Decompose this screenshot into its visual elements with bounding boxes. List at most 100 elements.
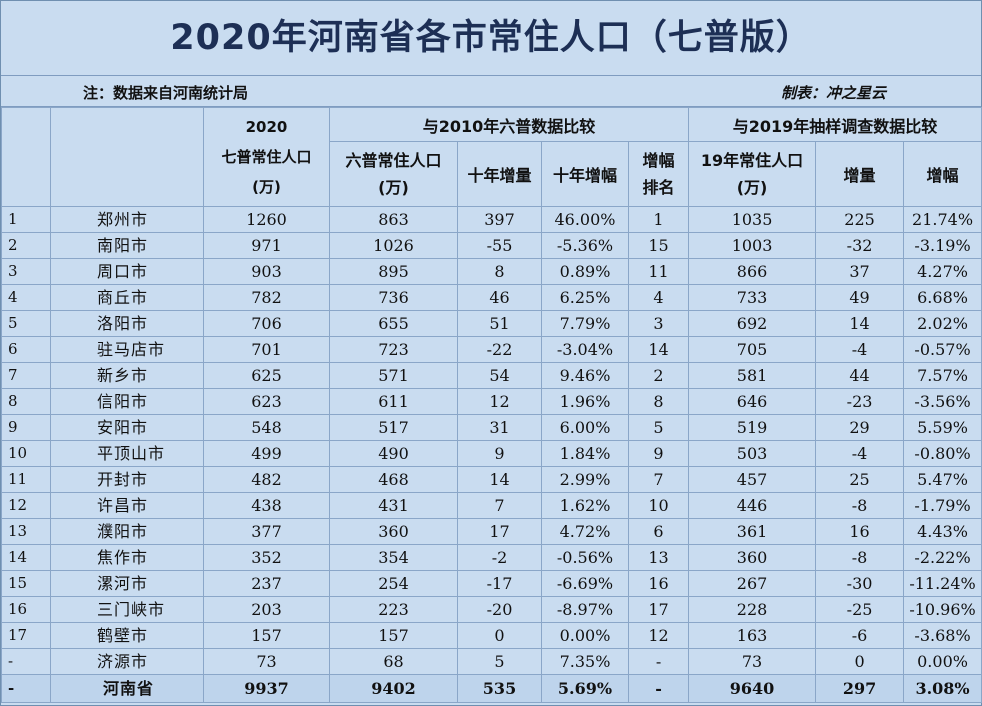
pop-2010-cell: 157 [329,622,458,649]
city-name-cell: 焦作市 [50,544,204,571]
decade-growth-cell: 9.46% [541,362,629,389]
header-increase-2019: 增量 [815,141,905,207]
city-name-cell: 濮阳市 [50,518,204,545]
pop-2010-cell: 468 [329,466,458,493]
pop-2020-cell: 73 [203,648,330,675]
growth-2019-cell: 2.02% [903,310,982,337]
header-pop2010: 六普常住人口 (万) [329,141,458,207]
city-name-cell: 平顶山市 [50,440,204,467]
table-row: 12 许昌市 438 431 7 1.62% 10 446 -8 -1.79% [1,492,982,519]
increase-2019-cell: -6 [815,622,905,649]
table-row: 1 郑州市 1260 863 397 46.00% 1 1035 225 21.74% [1,206,982,233]
decade-growth-cell: -8.97% [541,596,629,623]
pop-2010-cell: 723 [329,336,458,363]
pop-2019-cell: 866 [688,258,817,285]
growth-2019-cell: -0.80% [903,440,982,467]
table-row: 8 信阳市 623 611 12 1.96% 8 646 -23 -3.56% [1,388,982,415]
row-index-cell: 7 [1,362,51,389]
pop-2020-cell: 548 [203,414,330,441]
pop-2019-cell: 581 [688,362,817,389]
growth-2019-cell: 3.08% [903,674,982,703]
increase-2019-cell: -25 [815,596,905,623]
increase-2019-cell: -32 [815,232,905,259]
decade-increase-cell: -22 [457,336,542,363]
growth-rank-cell: 17 [627,596,690,623]
header-pop2019: 19年常住人口 (万) [688,141,817,207]
city-name-cell: 许昌市 [50,492,204,519]
header-pop2010-line1: 六普常住人口 [345,151,442,170]
growth-rank-cell: - [627,674,690,703]
table-row: 13 濮阳市 377 360 17 4.72% 6 361 16 4.43% [1,518,982,545]
header-decade-growth: 十年增幅 [541,141,629,207]
pop-2020-cell: 625 [203,362,330,389]
pop-2019-cell: 1003 [688,232,817,259]
header-rank-line2: 排名 [642,178,675,197]
increase-2019-cell: -8 [815,492,905,519]
growth-2019-cell: 7.57% [903,362,982,389]
city-name-cell: 驻马店市 [50,336,204,363]
decade-increase-cell: 51 [457,310,542,337]
pop-2010-cell: 431 [329,492,458,519]
total-row: - 河南省 9937 9402 535 5.69% -9640 297 3.08% [1,674,982,703]
decade-growth-cell: 46.00% [541,206,629,233]
pop-2020-cell: 782 [203,284,330,311]
decade-increase-cell: 7 [457,492,542,519]
row-index-cell: 17 [1,622,51,649]
table-row: 3 周口市 903 895 8 0.89% 11 866 37 4.27% [1,258,982,285]
decade-increase-cell: 12 [457,388,542,415]
pop-2010-cell: 863 [329,206,458,233]
row-index-cell: 5 [1,310,51,337]
pop-2010-cell: 490 [329,440,458,467]
row-index-cell: - [1,648,51,675]
table-row: 9 安阳市 548 517 31 6.00% 5 519 29 5.59% [1,414,982,441]
increase-2019-cell: 0 [815,648,905,675]
decade-growth-cell: 1.62% [541,492,629,519]
pop-2020-cell: 203 [203,596,330,623]
growth-2019-cell: 21.74% [903,206,982,233]
growth-rank-cell: 7 [627,466,690,493]
decade-growth-cell: -3.04% [541,336,629,363]
pop-2019-cell: 163 [688,622,817,649]
growth-2019-cell: -11.24% [903,570,982,597]
pop-2020-cell: 9937 [203,674,330,703]
pop-2019-cell: 519 [688,414,817,441]
header-pop2020-line2: 七普常住人口 [221,148,312,166]
growth-rank-cell: 12 [627,622,690,649]
pop-2019-cell: 646 [688,388,817,415]
growth-rank-cell: 13 [627,544,690,571]
decade-growth-cell: 0.00% [541,622,629,649]
table-row: 5 洛阳市 706 655 51 7.79% 3 692 14 2.02% [1,310,982,337]
city-name-cell: 信阳市 [50,388,204,415]
growth-2019-cell: 5.47% [903,466,982,493]
table-row: 6 驻马店市 701 723 -22 -3.04% 14 705 -4 -0.57% [1,336,982,363]
decade-growth-cell: 7.35% [541,648,629,675]
pop-2020-cell: 623 [203,388,330,415]
decade-increase-cell: -17 [457,570,542,597]
increase-2019-cell: 297 [815,674,905,703]
pop-2020-cell: 237 [203,570,330,597]
decade-increase-cell: 9 [457,440,542,467]
pop-2019-cell: 361 [688,518,817,545]
increase-2019-cell: 14 [815,310,905,337]
increase-2019-cell: -23 [815,388,905,415]
pop-2010-cell: 655 [329,310,458,337]
pop-2019-cell: 360 [688,544,817,571]
header-decade-increase: 十年增量 [457,141,542,207]
increase-2019-cell: 44 [815,362,905,389]
header-pop2020: 2020 七普常住人口 (万) [203,107,330,207]
table-row: 7 新乡市 625 571 54 9.46% 2 581 44 7.57% [1,362,982,389]
decade-increase-cell: 397 [457,206,542,233]
growth-2019-cell: 4.27% [903,258,982,285]
table-row: 14 焦作市 352 354 -2 -0.56% 13 360 -8 -2.22% [1,544,982,571]
increase-2019-cell: 225 [815,206,905,233]
increase-2019-cell: 16 [815,518,905,545]
growth-2019-cell: 4.43% [903,518,982,545]
pop-2020-cell: 157 [203,622,330,649]
pop-2019-cell: 9640 [688,674,817,703]
header-group-2010: 与2010年六普数据比较 [328,107,690,142]
row-index-cell: 12 [1,492,51,519]
decade-increase-cell: 0 [457,622,542,649]
decade-increase-cell: 31 [457,414,542,441]
increase-2019-cell: -30 [815,570,905,597]
decade-growth-cell: 1.96% [541,388,629,415]
